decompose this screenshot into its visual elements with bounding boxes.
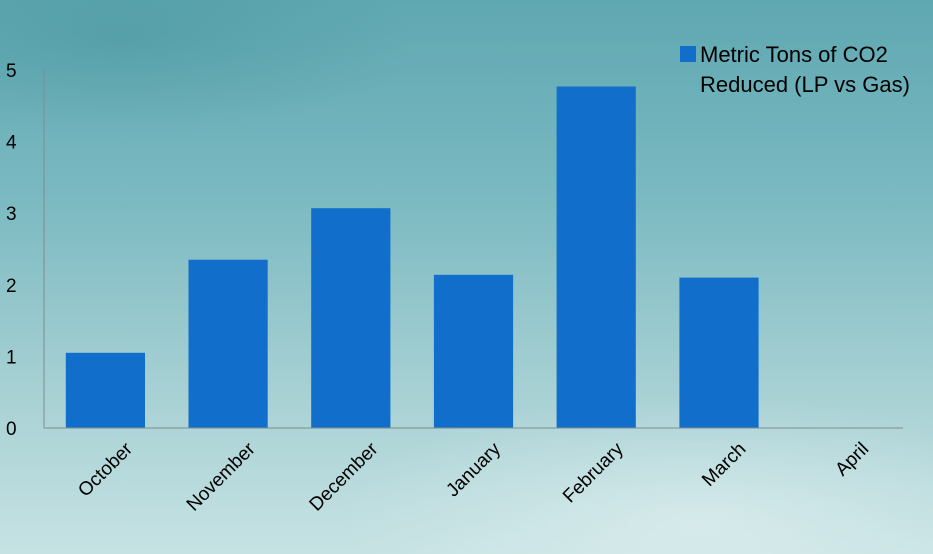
y-tick-label: 2 bbox=[6, 276, 17, 297]
bar-january bbox=[433, 274, 514, 428]
x-tick-label: December bbox=[306, 438, 383, 515]
bar-november bbox=[188, 259, 268, 428]
x-tick-labels: October November December January February Ma… bbox=[74, 438, 873, 515]
legend-swatch bbox=[680, 46, 696, 62]
axes-group bbox=[43, 70, 903, 429]
y-tick-label: 1 bbox=[6, 347, 17, 368]
x-tick-label: February bbox=[559, 438, 628, 507]
x-tick-label: April bbox=[831, 439, 873, 481]
bars-group bbox=[65, 86, 759, 428]
bar-december bbox=[311, 208, 391, 428]
legend: Metric Tons of CO2 Reduced (LP vs Gas) bbox=[680, 40, 930, 100]
bar-march bbox=[679, 277, 759, 428]
y-tick-label: 4 bbox=[6, 133, 17, 154]
y-tick-label: 0 bbox=[6, 419, 17, 440]
y-tick-label: 3 bbox=[6, 204, 17, 225]
bar-february bbox=[556, 86, 636, 428]
x-tick-label: October bbox=[74, 438, 137, 501]
x-tick-label: November bbox=[183, 438, 260, 515]
bar-october bbox=[65, 352, 145, 428]
x-tick-label: January bbox=[442, 438, 505, 501]
legend-label: Metric Tons of CO2 Reduced (LP vs Gas) bbox=[700, 42, 910, 97]
x-tick-label: March bbox=[698, 439, 750, 491]
y-tick-label: 5 bbox=[6, 61, 17, 82]
y-tick-labels: 0 1 2 3 4 5 bbox=[6, 61, 17, 440]
